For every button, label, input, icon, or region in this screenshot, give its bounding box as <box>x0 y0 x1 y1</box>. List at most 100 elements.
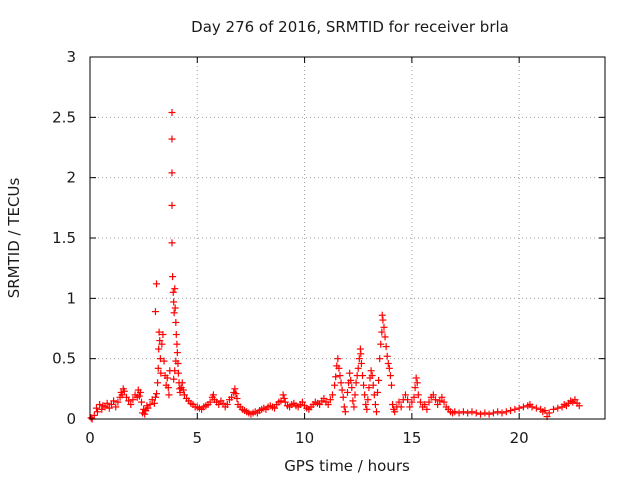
data-point <box>378 311 386 319</box>
data-point <box>206 398 214 406</box>
data-point <box>434 401 442 409</box>
data-point <box>231 385 239 393</box>
y-tick-label: 1.5 <box>52 229 76 247</box>
data-point <box>384 359 392 367</box>
data-point <box>228 393 236 401</box>
data-point <box>155 345 163 353</box>
data-point <box>376 355 384 363</box>
data-point <box>528 403 536 411</box>
data-point <box>146 401 154 409</box>
data-point <box>94 408 102 416</box>
data-point <box>408 398 416 406</box>
data-point <box>168 109 176 117</box>
data-point <box>156 355 164 363</box>
data-point <box>153 390 161 398</box>
data-point <box>112 403 120 411</box>
x-tick-label: 20 <box>510 429 529 447</box>
data-point <box>340 403 348 411</box>
data-point <box>391 408 399 416</box>
data-point <box>554 404 562 412</box>
data-point <box>389 401 397 409</box>
data-point <box>354 364 362 372</box>
data-point <box>412 374 420 382</box>
data-point <box>171 367 179 375</box>
data-point <box>92 404 100 412</box>
data-point <box>141 410 149 418</box>
data-point <box>178 379 186 387</box>
data-point <box>360 381 368 389</box>
data-point <box>380 323 388 331</box>
data-point <box>144 404 152 412</box>
data-point <box>129 396 137 404</box>
data-point <box>571 396 579 404</box>
data-point <box>170 375 178 383</box>
data-point <box>136 388 144 396</box>
data-point <box>135 392 143 400</box>
data-point <box>279 391 287 399</box>
data-point <box>160 357 168 365</box>
data-point <box>423 405 431 413</box>
data-point <box>550 405 557 413</box>
data-point <box>173 349 181 357</box>
data-point <box>324 401 332 409</box>
data-point <box>164 384 172 392</box>
data-point <box>157 369 165 377</box>
data-point <box>515 404 523 412</box>
tick-labels: 0 5 10 15 20 0 0.5 1 1.5 2 2.5 3 <box>52 48 529 447</box>
data-point <box>173 340 181 348</box>
data-point <box>103 399 111 407</box>
data-point <box>168 135 176 143</box>
data-point <box>363 405 371 413</box>
x-tick-label: 5 <box>193 429 203 447</box>
data-point <box>352 379 360 387</box>
data-point <box>361 391 369 399</box>
data-point <box>362 401 370 409</box>
data-point <box>271 404 279 412</box>
data-point <box>316 401 324 409</box>
data-point <box>127 401 135 409</box>
y-tick-label: 0 <box>66 410 76 428</box>
data-point <box>464 409 472 417</box>
y-tick-label: 0.5 <box>52 350 76 368</box>
data-point <box>378 328 386 336</box>
data-point <box>280 394 288 402</box>
data-point <box>172 331 180 339</box>
chart-title: Day 276 of 2016, SRMTID for receiver brl… <box>191 18 509 36</box>
data-point <box>411 384 419 392</box>
data-point <box>338 386 346 394</box>
data-point <box>154 379 162 387</box>
data-point <box>416 398 424 406</box>
data-point <box>364 396 372 404</box>
data-point <box>233 394 241 402</box>
data-point <box>336 372 344 380</box>
data-point <box>174 359 182 367</box>
data-point <box>337 379 345 387</box>
data-point <box>172 318 180 326</box>
data-point <box>371 401 379 409</box>
y-tick-label: 3 <box>66 48 76 66</box>
data-point <box>404 396 412 404</box>
data-point <box>171 304 179 312</box>
y-tick-label: 2 <box>66 169 76 187</box>
data-point <box>339 393 347 401</box>
data-point <box>349 397 357 405</box>
x-axis-label: GPS time / hours <box>284 457 410 475</box>
data-point <box>347 376 355 384</box>
data-point <box>151 393 159 401</box>
data-point <box>541 407 549 415</box>
data-point <box>110 397 118 405</box>
data-point <box>170 309 178 317</box>
data-point <box>96 401 104 409</box>
data-point <box>575 402 583 410</box>
data-point <box>431 396 439 404</box>
data-point <box>413 379 421 387</box>
data-point <box>507 407 515 415</box>
data-point <box>385 364 393 372</box>
data-point <box>163 374 171 382</box>
data-point <box>372 408 380 416</box>
data-point <box>477 410 485 418</box>
data-point <box>151 308 159 316</box>
data-point <box>368 372 376 380</box>
data-point <box>410 393 418 401</box>
data-point <box>150 399 158 407</box>
